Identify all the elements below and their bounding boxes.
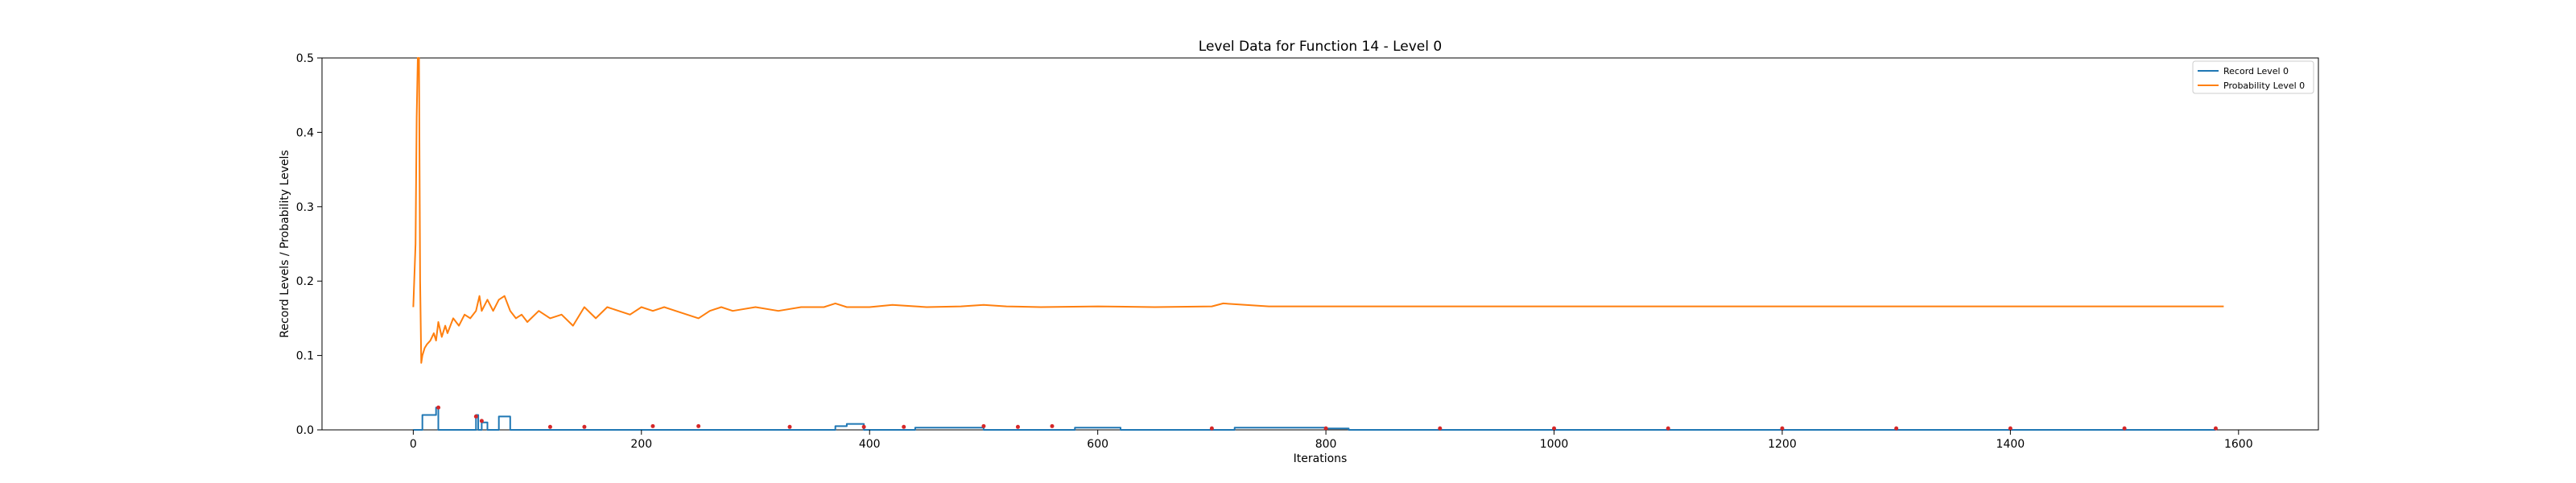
y-tick-label: 0.4 bbox=[296, 126, 314, 139]
x-tick-label: 800 bbox=[1315, 438, 1337, 451]
record-marker bbox=[696, 423, 701, 428]
record-marker bbox=[1780, 426, 1785, 431]
record-marker bbox=[861, 424, 866, 429]
legend-label-probability-level-0: Probability Level 0 bbox=[2223, 80, 2305, 91]
record-marker bbox=[2122, 426, 2127, 431]
y-tick-label: 0.2 bbox=[296, 275, 314, 288]
plot-area bbox=[321, 57, 2319, 431]
y-axis: 0.0 0.1 0.2 0.3 0.4 0.5 bbox=[296, 52, 322, 437]
series-layer bbox=[412, 57, 2224, 431]
record-marker bbox=[1666, 426, 1670, 431]
x-axis-label: Iterations bbox=[1294, 452, 1348, 465]
record-marker bbox=[1323, 426, 1328, 431]
record-level-0-line bbox=[413, 407, 2216, 431]
record-marker bbox=[547, 424, 552, 429]
x-tick-label: 1600 bbox=[2224, 438, 2253, 451]
x-tick-label: 400 bbox=[859, 438, 881, 451]
record-marker bbox=[2213, 426, 2218, 431]
record-marker bbox=[902, 424, 906, 429]
y-axis-label: Record Levels / Probability Levels bbox=[279, 150, 291, 337]
record-marker bbox=[1438, 426, 1443, 431]
y-tick-label: 0.5 bbox=[296, 52, 314, 65]
record-marker bbox=[479, 419, 484, 423]
x-tick-label: 0 bbox=[410, 438, 417, 451]
record-marker bbox=[1050, 423, 1055, 428]
x-tick-label: 1200 bbox=[1768, 438, 1797, 451]
y-tick-label: 0.3 bbox=[296, 201, 314, 214]
record-marker bbox=[436, 405, 441, 410]
record-marker bbox=[1552, 426, 1557, 431]
y-tick-label: 0.0 bbox=[296, 424, 314, 437]
legend-box bbox=[2192, 60, 2314, 94]
plot-frame bbox=[321, 57, 2319, 431]
marker-layer bbox=[436, 405, 2218, 431]
record-marker bbox=[1209, 426, 1214, 431]
record-marker bbox=[981, 423, 986, 428]
record-marker bbox=[2008, 426, 2013, 431]
chart-title: Level Data for Function 14 - Level 0 bbox=[1199, 39, 1442, 55]
record-marker bbox=[787, 424, 792, 429]
record-marker bbox=[582, 424, 587, 429]
legend: Record Level 0 Probability Level 0 bbox=[2192, 60, 2314, 94]
x-tick-label: 1400 bbox=[1996, 438, 2025, 451]
record-marker bbox=[1015, 424, 1020, 429]
record-marker bbox=[1894, 426, 1899, 431]
record-marker bbox=[650, 423, 655, 428]
legend-label-record-level-0: Record Level 0 bbox=[2223, 66, 2289, 76]
probability-level-0-line bbox=[412, 57, 2224, 364]
record-marker bbox=[473, 414, 478, 419]
x-tick-label: 600 bbox=[1087, 438, 1108, 451]
x-tick-label: 200 bbox=[630, 438, 652, 451]
x-tick-label: 1000 bbox=[1540, 438, 1569, 451]
x-axis: 0 200 400 600 800 1000 1200 1400 1600 bbox=[410, 430, 2253, 451]
y-tick-label: 0.1 bbox=[296, 350, 314, 363]
